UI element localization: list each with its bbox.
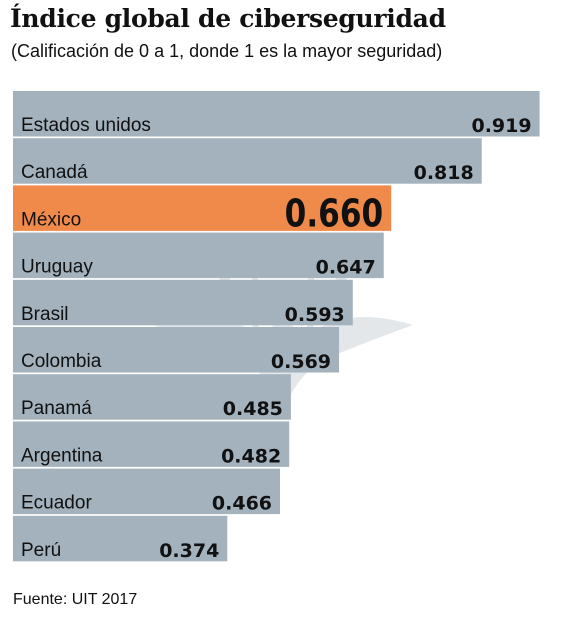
chart-subtitle: (Calificación de 0 a 1, donde 1 es la ma… [11, 41, 443, 61]
value-label: 0.482 [221, 445, 281, 467]
bar-2 [13, 138, 482, 184]
value-label: 0.485 [223, 398, 283, 420]
category-label: Ecuador [21, 493, 92, 514]
value-label: 0.919 [471, 115, 531, 137]
chart-title: Índice global de ciberseguridad [10, 4, 446, 33]
bar-1 [13, 91, 540, 137]
category-label: Brasil [21, 304, 69, 325]
source-note: Fuente: UIT 2017 [13, 591, 138, 608]
category-label: Argentina [21, 445, 103, 466]
bar-9 [13, 468, 281, 515]
value-label: 0.647 [316, 257, 376, 279]
value-label: 0.569 [271, 351, 331, 373]
bar-4 [13, 232, 384, 279]
category-label: Perú [21, 540, 61, 561]
value-label: 0.374 [159, 540, 219, 562]
category-label: Colombia [21, 351, 102, 372]
category-label: Uruguay [21, 257, 93, 278]
value-label: 0.818 [414, 162, 474, 184]
bar-6 [13, 327, 340, 373]
value-label: 0.660 [285, 192, 384, 236]
value-label: 0.593 [285, 304, 345, 326]
bar-8 [13, 421, 290, 467]
bar-3 [13, 185, 392, 231]
category-label: México [21, 209, 81, 230]
category-label: Panamá [21, 398, 92, 419]
bar-5 [13, 279, 353, 326]
bar-7 [13, 374, 291, 420]
bar-10 [13, 515, 228, 562]
category-label: Estados unidos [21, 115, 151, 136]
category-label: Canadá [21, 162, 88, 183]
value-label: 0.466 [212, 493, 272, 515]
